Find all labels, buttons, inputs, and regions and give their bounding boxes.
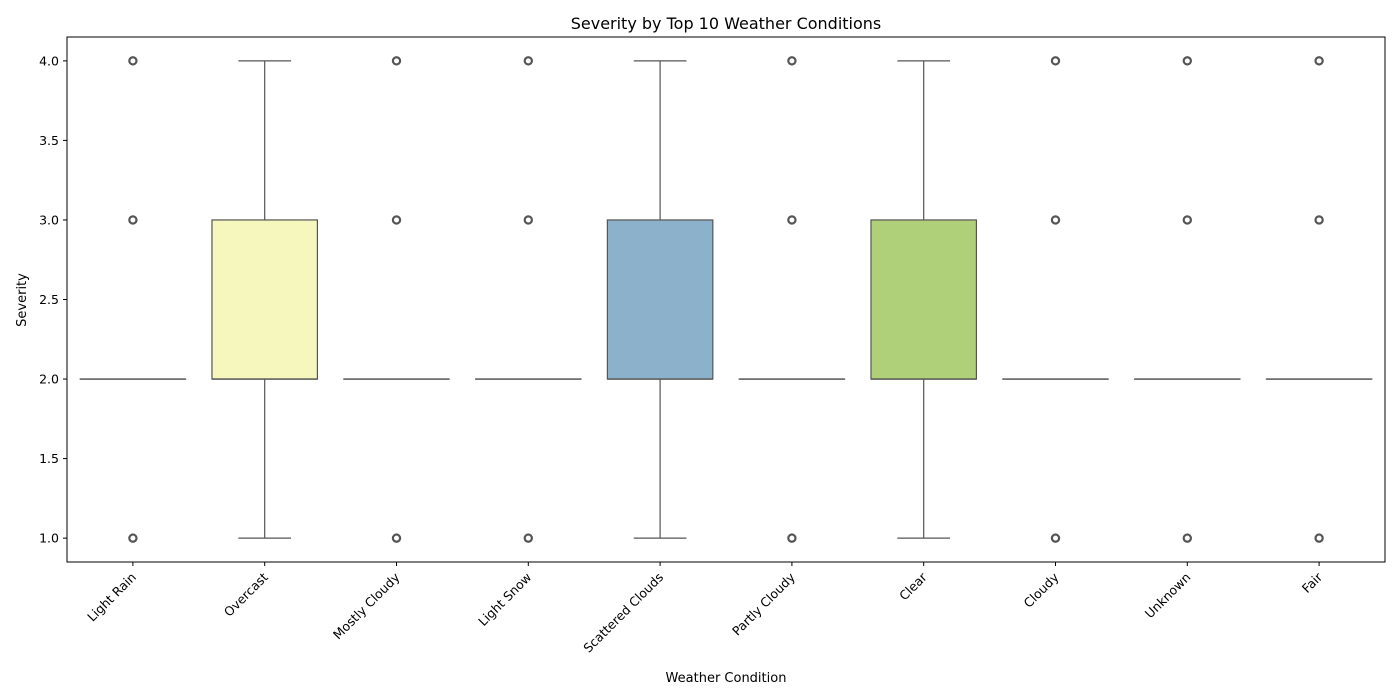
box-group [1002, 56, 1109, 543]
x-tick-label: Cloudy [1021, 569, 1063, 611]
outlier-point [1314, 215, 1324, 225]
x-tick-label: Fair [1299, 569, 1326, 596]
box-group [474, 56, 582, 543]
outlier-point [787, 56, 797, 66]
plot-area [79, 56, 1373, 543]
box-iqr [211, 219, 319, 380]
outlier-point [1314, 533, 1324, 543]
outlier-point [1182, 56, 1193, 66]
x-tick-label: Light Rain [84, 570, 139, 625]
box-iqr [870, 219, 978, 380]
box-group [1133, 56, 1241, 543]
x-tick-label: Partly Cloudy [729, 569, 798, 638]
outlier-point [1182, 215, 1193, 225]
x-tick-label: Overcast [221, 569, 271, 619]
x-tick-label: Light Snow [475, 570, 534, 629]
y-tick-label: 2.0 [39, 372, 59, 387]
outlier-point [391, 533, 402, 543]
box-group [79, 56, 187, 543]
box-group [211, 60, 319, 539]
outlier-point [523, 533, 534, 543]
outlier-point [1182, 533, 1193, 543]
outlier-point [787, 533, 797, 543]
outlier-point [391, 215, 402, 225]
outlier-point [1050, 56, 1061, 66]
outlier-point [523, 56, 534, 66]
box-group [870, 60, 978, 539]
outlier-point [1050, 215, 1061, 225]
y-axis-label: Severity [15, 273, 30, 327]
y-tick-label: 3.0 [39, 212, 59, 227]
outlier-point [1050, 533, 1061, 543]
y-tick-label: 1.0 [39, 531, 59, 546]
x-axis: Light Rain Overcast Mostly Cloudy Light Sno… [84, 562, 1326, 656]
x-tick-label: Scattered Clouds [580, 570, 666, 656]
outlier-point [128, 215, 138, 225]
y-tick-label: 4.0 [39, 53, 59, 68]
chart-title: Severity by Top 10 Weather Conditions [571, 14, 882, 33]
outlier-point [523, 215, 534, 225]
outlier-point [1314, 56, 1324, 66]
y-tick-label: 3.5 [39, 133, 59, 148]
outlier-point [391, 56, 402, 66]
box-group [1265, 56, 1373, 543]
x-tick-label: Unknown [1142, 570, 1194, 622]
box-group [606, 60, 714, 539]
x-tick-label: Clear [896, 569, 930, 603]
x-tick-label: Mostly Cloudy [330, 569, 403, 642]
box-group [343, 56, 450, 543]
box-group [738, 56, 846, 543]
outlier-point [128, 56, 138, 66]
y-tick-label: 2.5 [39, 292, 59, 307]
outlier-point [128, 533, 138, 543]
box-iqr [606, 219, 714, 380]
x-axis-label: Weather Condition [666, 671, 787, 686]
outlier-point [787, 215, 797, 225]
y-axis: 1.0 1.5 2.0 2.5 3.0 3.5 4.0 [39, 53, 67, 546]
y-tick-label: 1.5 [39, 451, 59, 466]
